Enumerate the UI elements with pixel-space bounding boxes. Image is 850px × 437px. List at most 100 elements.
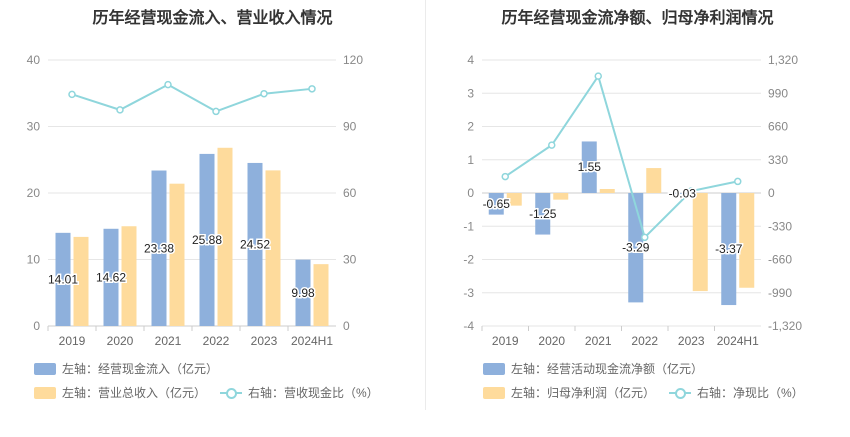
y-right-tick-label: 330 (768, 153, 788, 167)
bar-secondary (692, 193, 708, 292)
ratio-point (594, 72, 602, 80)
bar-secondary (169, 183, 185, 326)
bar-primary (535, 193, 551, 235)
ratio-line (504, 73, 738, 240)
data-label: -3.37 (715, 242, 743, 256)
y-left-tick-label: 0 (33, 319, 40, 333)
bar-primary (103, 228, 119, 326)
ratio-point (116, 106, 124, 114)
x-tick-label: 2024H1 (717, 334, 759, 348)
legend-item-revenue[interactable]: 左轴：营业总收入（亿元） (34, 384, 206, 401)
data-label: 23.38 (144, 241, 174, 255)
legend-label: 左轴：营业总收入（亿元） (62, 386, 207, 400)
y-left-tick-label: 3 (467, 86, 474, 100)
y-left-tick-label: 1 (467, 153, 474, 167)
y-right-tick-label: 990 (768, 86, 788, 100)
bar-primary (581, 141, 597, 193)
x-tick-label: 2019 (492, 334, 519, 348)
bar-primary (199, 153, 215, 326)
bar-secondary (599, 189, 615, 193)
ratio-point (260, 89, 268, 98)
x-tick-label: 2020 (107, 334, 134, 348)
y-left-tick-label: 4 (467, 53, 474, 67)
legend-swatch-bar (483, 386, 505, 399)
legend-item-net-cash[interactable]: 左轴：经营活动现金流净额（亿元） (483, 360, 703, 377)
y-right-tick-label: -990 (768, 286, 792, 300)
bar-primary (488, 193, 504, 215)
cashflow-revenue-chart: 0 10 20 30 40 0 30 60 90 120 2019 2020 2021 2022 2023 2… (27, 53, 364, 348)
data-label: 24.52 (240, 237, 270, 251)
bar-primary (55, 232, 71, 326)
y-left-tick-label: -4 (463, 319, 474, 333)
y-left-tick-label: -2 (463, 253, 474, 267)
legend-item-ratio[interactable]: 右轴：营收现金比（%） (220, 384, 379, 401)
y-right-tick-label: 1,320 (768, 53, 798, 67)
ratio-point (164, 80, 172, 89)
x-tick-label: 2024H1 (291, 334, 333, 348)
y-left-tick-label: 0 (467, 186, 474, 200)
x-tick-label: 2022 (203, 334, 230, 348)
bar-secondary (313, 264, 329, 326)
y-right-tick-label: 0 (343, 319, 350, 333)
y-left-tick-label: 2 (467, 120, 474, 134)
netcash-profit-chart: -4 -3 -2 -1 0 1 2 3 4 -1,320 -990 -660 -330 0 330 660 99… (463, 53, 802, 348)
y-right-tick-label: -1,320 (768, 319, 802, 333)
y-right-tick-label: 0 (768, 186, 775, 200)
panel-divider (425, 0, 426, 410)
chart-panel-cashflow-revenue: 历年经营现金流入、营业收入情况 0 10 20 30 40 0 30 60 90 120 2019 2… (27, 10, 379, 401)
ratio-line (71, 83, 313, 113)
ratio-point (68, 90, 76, 99)
data-label: 14.62 (96, 270, 126, 284)
legend-item-net-cash-ratio[interactable]: 右轴：净现比（%） (669, 384, 804, 401)
x-tick-label: 2020 (538, 334, 565, 348)
bar-primary (247, 162, 263, 326)
y-left-tick-label: 30 (27, 120, 41, 134)
x-tick-label: 2019 (59, 334, 86, 348)
legend-label: 右轴：营收现金比（%） (248, 386, 379, 400)
x-tick-label: 2021 (155, 334, 182, 348)
x-tick-label: 2023 (251, 334, 278, 348)
bar-primary (295, 259, 311, 326)
legend-swatch-bar (483, 362, 505, 375)
data-label: -0.03 (669, 186, 697, 200)
data-label: 9.98 (291, 286, 315, 300)
y-right-tick-label: 60 (343, 186, 357, 200)
bar-secondary (739, 193, 755, 288)
bar-secondary (553, 193, 569, 200)
legend-swatch-line (220, 387, 242, 399)
ratio-point (212, 107, 220, 116)
y-right-tick-label: 120 (343, 53, 363, 67)
y-left-tick-label: 20 (27, 186, 41, 200)
ratio-point (548, 141, 556, 149)
legend-item-net-profit[interactable]: 左轴：归母净利润（亿元） (483, 384, 655, 401)
chart-title: 历年经营现金流入、营业收入情况 (92, 10, 333, 27)
chart-title: 历年经营现金流净额、归母净利润情况 (501, 10, 774, 27)
y-left-tick-label: -1 (463, 219, 474, 233)
ratio-point (308, 85, 316, 93)
legend-swatch-bar (34, 362, 56, 375)
x-tick-label: 2022 (631, 334, 658, 348)
chart-panel-netcash-profit: 历年经营现金流净额、归母净利润情况 -4 -3 -2 -1 0 1 2 3 4 -1,320 -99… (425, 0, 850, 437)
ratio-point (501, 172, 509, 181)
y-right-tick-label: 660 (768, 120, 788, 134)
ratio-point (734, 177, 742, 186)
legend-label: 左轴：经营活动现金流净额（亿元） (511, 362, 704, 376)
legend-label: 左轴：归母净利润（亿元） (511, 386, 656, 400)
legend-label: 右轴：净现比（%） (697, 386, 804, 400)
data-label: 14.01 (48, 272, 78, 286)
bar-secondary (506, 193, 522, 206)
legend-label: 左轴：经营现金流入（亿元） (62, 362, 219, 376)
x-tick-label: 2023 (678, 334, 705, 348)
bar-primary (151, 170, 167, 326)
legend-item-cash-inflow[interactable]: 左轴：经营现金流入（亿元） (34, 360, 218, 377)
ratio-point (641, 233, 649, 242)
bar-primary (674, 193, 690, 194)
y-right-tick-label: 90 (343, 120, 357, 134)
data-label: 1.55 (578, 160, 602, 174)
bar-secondary (121, 226, 137, 326)
bar-secondary (265, 170, 281, 326)
y-right-tick-label: -660 (768, 253, 792, 267)
y-left-tick-label: 40 (27, 53, 41, 67)
data-label: -0.65 (483, 197, 511, 211)
y-left-tick-label: 10 (27, 253, 41, 267)
